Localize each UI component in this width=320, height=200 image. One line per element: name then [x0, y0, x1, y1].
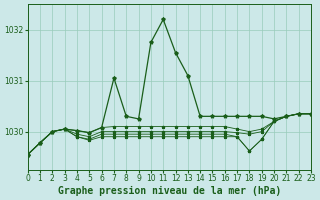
- X-axis label: Graphe pression niveau de la mer (hPa): Graphe pression niveau de la mer (hPa): [58, 186, 281, 196]
